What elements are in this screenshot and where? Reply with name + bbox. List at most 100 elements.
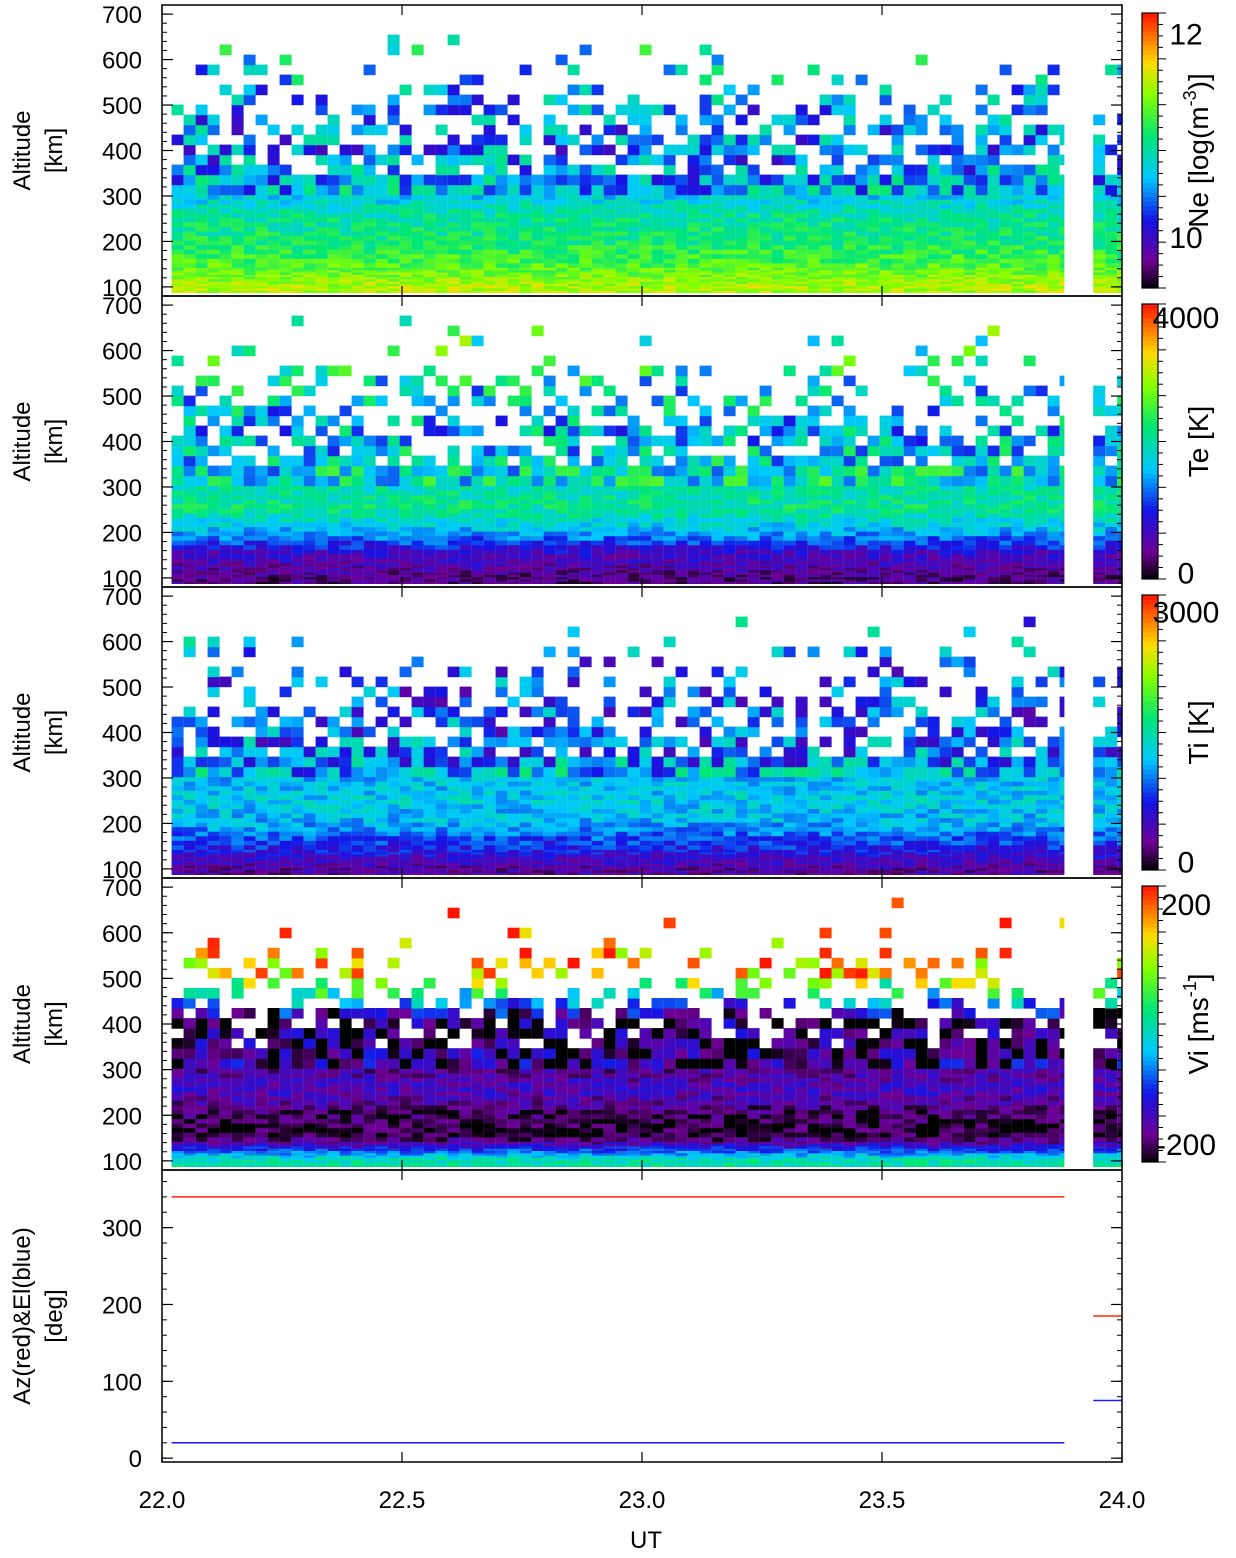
heatmap-cell (267, 553, 280, 559)
heatmap-cell (375, 253, 388, 259)
heatmap-cell (1117, 262, 1122, 268)
heatmap-cell (531, 226, 544, 232)
heatmap-cell (423, 231, 436, 237)
heatmap-cell (879, 540, 892, 546)
heatmap-cell (627, 526, 640, 532)
heatmap-cell (183, 281, 196, 284)
heatmap-cell (363, 565, 376, 569)
heatmap-cell (483, 217, 496, 223)
heatmap-cell (831, 104, 844, 116)
heatmap-cell (831, 235, 844, 241)
heatmap-cell (771, 274, 784, 278)
heatmap-cell (843, 526, 856, 532)
heatmap-cell (255, 508, 268, 514)
heatmap-cell (687, 522, 700, 528)
heatmap-cell (615, 274, 628, 278)
heatmap-cell (363, 144, 376, 156)
heatmap-cell (687, 240, 700, 246)
heatmap-cell (255, 535, 268, 541)
heatmap-cell (291, 203, 304, 209)
heatmap-cell (987, 258, 1000, 264)
heatmap-cell (723, 522, 736, 528)
heatmap-cell (363, 199, 376, 205)
heatmap-cell (543, 475, 556, 487)
heatmap-cell (363, 508, 376, 514)
heatmap-cell (711, 235, 724, 241)
heatmap-cell (963, 184, 976, 196)
heatmap-cell (375, 435, 388, 447)
heatmap-cell (795, 274, 808, 278)
heatmap-cell (843, 258, 856, 264)
heatmap-cell (399, 540, 412, 546)
heatmap-cell (279, 278, 292, 282)
heatmap-cell (531, 560, 544, 564)
heatmap-cell (867, 475, 880, 487)
heatmap-cell (603, 164, 616, 176)
heatmap-cell (219, 465, 232, 477)
heatmap-cell (987, 199, 1000, 205)
heatmap-cell (327, 535, 340, 541)
heatmap-cell (543, 572, 556, 575)
heatmap-cell (411, 572, 424, 575)
heatmap-cell (195, 572, 208, 575)
heatmap-cell (327, 285, 340, 289)
heatmap-cell (819, 578, 832, 582)
heatmap-cell (219, 540, 232, 546)
heatmap-cell (171, 540, 184, 546)
heatmap-cell (1059, 285, 1065, 289)
heatmap-cell (399, 262, 412, 268)
heatmap-cell (495, 485, 508, 491)
heatmap-cell (603, 562, 616, 566)
heatmap-cell (963, 212, 976, 218)
heatmap-cell (495, 258, 508, 264)
heatmap-cell (219, 503, 232, 509)
heatmap-cell (447, 287, 460, 291)
heatmap-cell (663, 574, 676, 578)
heatmap-cell (771, 435, 784, 447)
heatmap-cell (855, 544, 868, 550)
heatmap-cell (531, 271, 544, 275)
heatmap-cell (711, 199, 724, 205)
heatmap-cell (663, 485, 676, 491)
heatmap-cell (519, 244, 532, 250)
heatmap-cell (315, 535, 328, 541)
heatmap-cell (711, 144, 724, 156)
heatmap-cell (831, 365, 844, 377)
heatmap-cell (507, 258, 520, 264)
heatmap-cell (519, 475, 532, 487)
heatmap-cell (651, 490, 664, 496)
heatmap-cell (327, 276, 340, 280)
heatmap-cell (579, 203, 592, 209)
heatmap-cell (219, 522, 232, 528)
heatmap-cell (951, 217, 964, 223)
heatmap-cell (747, 134, 760, 146)
heatmap-cell (891, 244, 904, 250)
heatmap-cell (483, 194, 496, 200)
heatmap-cell (843, 560, 856, 564)
heatmap-cell (195, 558, 208, 562)
colorbar-swatch (1142, 265, 1158, 271)
heatmap-cell (687, 276, 700, 280)
heatmap-cell (375, 526, 388, 532)
heatmap-cell (771, 485, 784, 491)
heatmap-cell (639, 572, 652, 575)
heatmap-cell (735, 395, 748, 407)
heatmap-cell (759, 262, 772, 268)
heatmap-cell (831, 253, 844, 259)
heatmap-cell (687, 494, 700, 500)
heatmap-cell (1047, 271, 1060, 275)
heatmap-cell (927, 231, 940, 237)
heatmap-cell (783, 415, 796, 427)
heatmap-cell (675, 114, 688, 126)
heatmap-cell (903, 290, 916, 293)
heatmap-cell (1117, 249, 1122, 255)
heatmap-cell (471, 385, 484, 397)
heatmap-cell (675, 226, 688, 232)
heatmap-cell (171, 203, 184, 209)
heatmap-cell (531, 283, 544, 287)
heatmap-cell (1093, 258, 1106, 264)
heatmap-cell (411, 540, 424, 546)
heatmap-cell (339, 199, 352, 205)
heatmap-cell (807, 499, 820, 505)
heatmap-cell (339, 544, 352, 550)
